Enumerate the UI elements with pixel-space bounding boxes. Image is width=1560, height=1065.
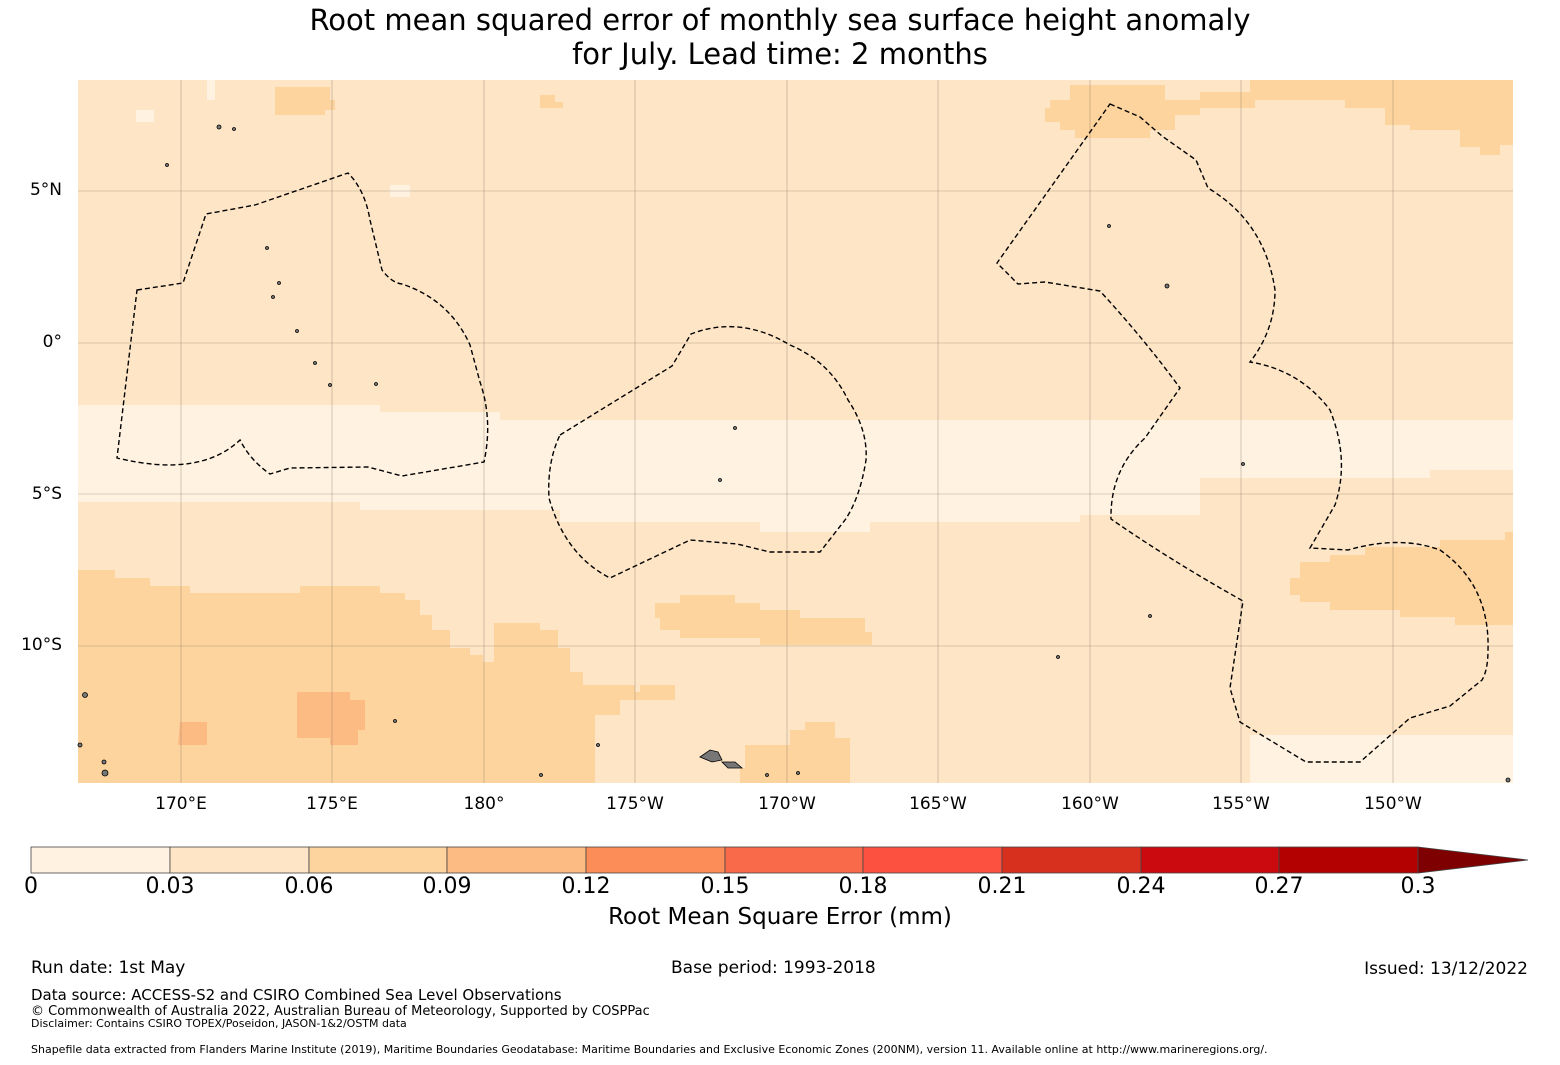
colorbar-segment (169, 846, 310, 874)
graticule (78, 80, 1513, 783)
lon-label-155w: 155°W (1212, 794, 1270, 814)
colorbar-tick: 0.21 (977, 874, 1027, 899)
data-source: Data source: ACCESS-S2 and CSIRO Combine… (31, 986, 562, 1004)
colorbar-segment (446, 846, 587, 874)
samoa-island (699, 749, 723, 763)
colorbar-segment (862, 846, 1003, 874)
colorbar-segment (1278, 846, 1419, 874)
colorbar-segment (1140, 846, 1280, 874)
lon-label-160w: 160°W (1061, 794, 1119, 814)
samoa-island-2 (721, 761, 744, 769)
lat-label-0: 0° (42, 332, 62, 352)
shapefile-credit: Shapefile data extracted from Flanders M… (31, 1043, 1268, 1056)
title-line-1: Root mean squared error of monthly sea s… (309, 3, 1251, 37)
colorbar-segment (585, 846, 726, 874)
colorbar-tick: 0.3 (1400, 874, 1436, 899)
base-period: Base period: 1993-2018 (671, 958, 876, 978)
lon-label-165w: 165°W (909, 794, 967, 814)
colorbar (30, 846, 1529, 874)
colorbar-extend-arrow (1417, 846, 1529, 874)
colorbar-segment (308, 846, 448, 874)
lon-label-175e: 175°E (306, 794, 358, 814)
lat-label-5n: 5°N (29, 180, 62, 200)
lon-label-150w: 150°W (1364, 794, 1422, 814)
copyright: © Commonwealth of Australia 2022, Austra… (31, 1004, 650, 1019)
title-line-2: for July. Lead time: 2 months (572, 37, 988, 71)
lat-label-10s: 10°S (21, 635, 62, 655)
run-date: Run date: 1st May (31, 958, 186, 978)
colorbar-tick: 0.27 (1254, 874, 1304, 899)
rmse-field (78, 80, 1513, 783)
lon-label-175w: 175°W (606, 794, 664, 814)
colorbar-tick: 0.09 (422, 874, 472, 899)
colorbar-tick: 0.15 (700, 874, 750, 899)
colorbar-tick: 0.03 (145, 874, 195, 899)
lon-label-180: 180° (463, 794, 505, 814)
colorbar-label: Root Mean Square Error (mm) (608, 904, 952, 930)
colorbar-segment (724, 846, 864, 874)
colorbar-segment (30, 846, 171, 874)
eez-tokelau (548, 325, 867, 579)
lat-label-5s: 5°S (31, 484, 62, 504)
colorbar-tick: 0.12 (561, 874, 611, 899)
colorbar-tick: 0.06 (284, 874, 334, 899)
colorbar-segment (1001, 846, 1142, 874)
lon-label-170e: 170°E (155, 794, 207, 814)
eez-kiribati-line (996, 103, 1489, 763)
disclaimer: Disclaimer: Contains CSIRO TOPEX/Poseido… (31, 1017, 407, 1030)
issued-date: Issued: 13/12/2022 (1364, 959, 1528, 979)
eez-kiribati-gilbert (116, 172, 489, 477)
eez-boundaries (116, 103, 1489, 763)
colorbar-tick: 0.18 (838, 874, 888, 899)
colorbar-tick: 0.24 (1116, 874, 1166, 899)
lon-label-170w: 170°W (758, 794, 816, 814)
colorbar-tick: 0 (24, 874, 38, 899)
islands (77, 124, 1511, 783)
